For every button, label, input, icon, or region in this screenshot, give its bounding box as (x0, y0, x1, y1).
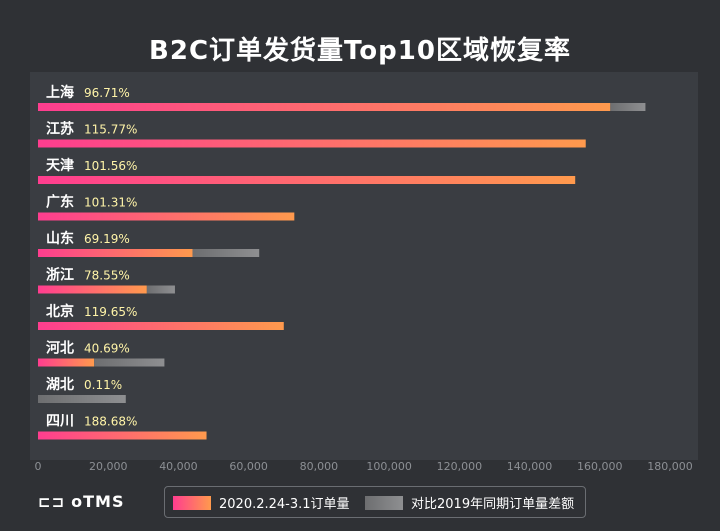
category-label: 四川 (46, 414, 74, 430)
chart-legend: 2020.2.24-3.1订单量 对比2019年同期订单量差额 (164, 486, 586, 518)
bar-diff (610, 103, 646, 111)
bar-2020 (38, 358, 95, 367)
recovery-rate-label: 40.69% (84, 342, 130, 356)
legend-swatch-diff (365, 495, 403, 510)
bar-diff (146, 285, 175, 294)
legend-swatch-2020 (173, 495, 211, 510)
chart-panel (30, 72, 698, 460)
x-tick-label: 40,000 (159, 460, 198, 473)
recovery-rate-label: 101.56% (84, 159, 137, 173)
x-tick-label: 160,000 (577, 460, 623, 473)
bar-2020 (38, 431, 207, 440)
bar-chart: 上海 96.71% 江苏 115.77% 天津 101.56% 广东 101.31% 山东 69.… (35, 84, 693, 473)
x-tick-label: 60,000 (229, 460, 268, 473)
legend-item-2020: 2020.2.24-3.1订单量 (173, 493, 350, 512)
recovery-rate-label: 69.19% (84, 232, 130, 246)
bar-diff (38, 395, 126, 403)
category-label: 天津 (46, 157, 74, 174)
recovery-rate-label: 119.65% (84, 305, 137, 319)
chart-title: B2C订单发货量Top10区域恢复率 (149, 36, 571, 66)
bar-2020 (38, 322, 284, 330)
logo-text: oTMS (71, 492, 125, 511)
category-label: 山东 (46, 230, 74, 247)
footer: ⊏⊐ oTMS 2020.2.24-3.1订单量 对比2019年同期订单量差额 (0, 484, 720, 524)
bar-2020 (38, 212, 295, 221)
x-tick-label: 180,000 (647, 460, 693, 473)
category-label: 河北 (46, 340, 74, 357)
recovery-rate-label: 96.71% (84, 86, 130, 100)
bar-2020 (38, 176, 576, 184)
x-tick-label: 100,000 (366, 460, 412, 473)
category-label: 北京 (46, 303, 74, 320)
category-label: 湖北 (46, 377, 74, 393)
recovery-rate-label: 78.55% (84, 269, 130, 283)
bar-diff (192, 249, 260, 257)
legend-label-2020: 2020.2.24-3.1订单量 (219, 497, 350, 512)
legend-label-diff: 对比2019年同期订单量差额 (411, 497, 575, 512)
recovery-rate-label: 101.31% (84, 196, 137, 210)
bar-2020 (38, 249, 193, 257)
legend-item-diff: 对比2019年同期订单量差额 (365, 493, 574, 512)
category-label: 江苏 (46, 121, 74, 138)
bar-2020 (38, 285, 147, 294)
recovery-rate-label: 188.68% (84, 415, 137, 429)
otms-logo-icon: ⊏⊐ (38, 493, 66, 511)
x-tick-label: 0 (35, 460, 42, 473)
recovery-rate-label: 115.77% (84, 123, 137, 137)
bar-diff (94, 358, 165, 367)
x-tick-label: 140,000 (507, 460, 553, 473)
category-label: 上海 (46, 84, 74, 101)
category-label: 浙江 (46, 267, 74, 284)
bars-group: 上海 96.71% 江苏 115.77% 天津 101.56% 广东 101.31% 山东 69.… (38, 84, 646, 440)
recovery-rate-label: 0.11% (84, 378, 122, 392)
x-axis: 0 20,000 40,000 60,000 80,000 100,000 120,000 1… (35, 460, 693, 473)
x-tick-label: 80,000 (300, 460, 339, 473)
x-tick-label: 20,000 (89, 460, 128, 473)
bar-2020 (38, 103, 611, 111)
category-label: 广东 (46, 194, 74, 211)
x-tick-label: 120,000 (437, 460, 483, 473)
otms-logo: ⊏⊐ oTMS (38, 492, 125, 511)
bar-2020 (38, 139, 586, 148)
